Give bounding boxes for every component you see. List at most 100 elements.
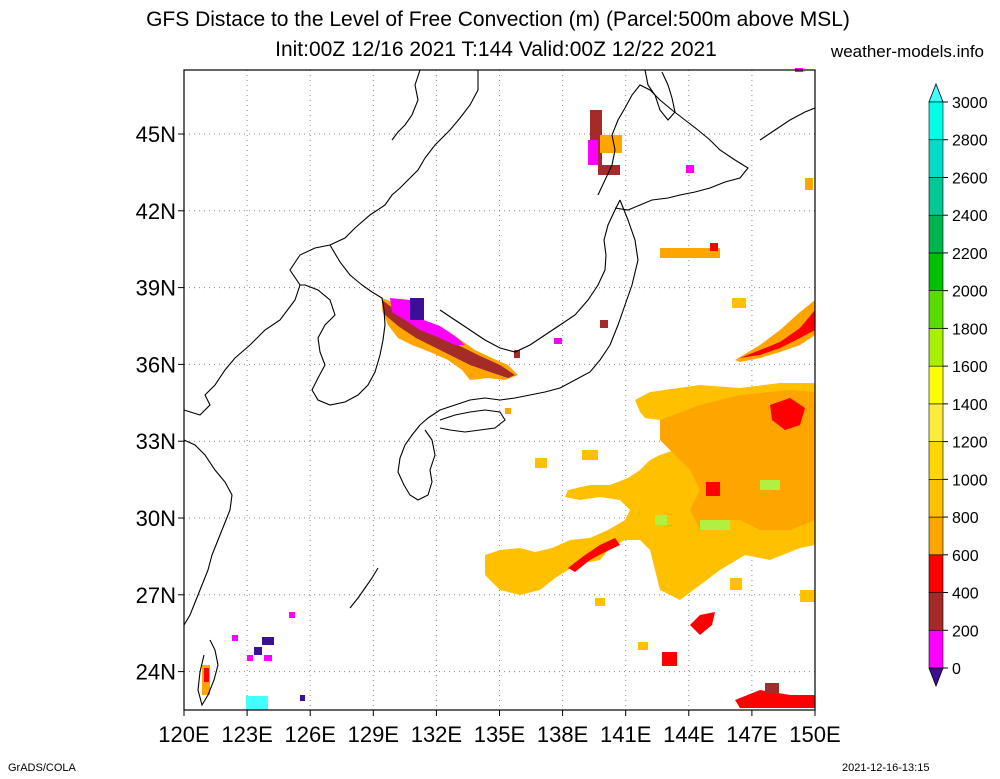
shade-scatter-14 — [600, 320, 608, 328]
shade-scatter-16 — [505, 408, 511, 414]
colorbar-segment — [928, 101, 944, 141]
shade-green-1 — [700, 520, 730, 530]
lat-tick-label: 24N — [136, 660, 176, 685]
colorbar-label: 800 — [952, 510, 979, 527]
lon-tick-label: 147E — [726, 722, 777, 747]
colorbar-segment — [928, 629, 944, 669]
lat-tick-label: 36N — [136, 352, 176, 377]
lon-tick-label: 150E — [789, 722, 840, 747]
colorbar-label: 2000 — [952, 284, 988, 301]
shade-magenta-scatter-4 — [232, 635, 238, 641]
shade-scatter-12 — [686, 165, 694, 173]
coastline-okinawa — [349, 567, 379, 609]
shade-purple-scatter-2 — [254, 647, 262, 655]
shade-ne-pacific-red — [740, 310, 815, 358]
colorbar-segment — [928, 592, 944, 631]
coastlines — [183, 69, 816, 707]
colorbar-label: 1600 — [952, 359, 988, 376]
shade-scatter-13 — [554, 338, 562, 344]
lfc-shading — [202, 68, 815, 710]
lon-tick-label: 138E — [537, 722, 588, 747]
colorbar-label: 2800 — [952, 133, 988, 150]
map-title: GFS Distace to the Level of Free Convect… — [146, 8, 850, 31]
colorbar-top-triangle — [928, 82, 944, 103]
shade-hokkaido-magenta — [588, 140, 598, 165]
shade-purple-patch — [410, 298, 424, 320]
shade-taiwan-red — [204, 668, 209, 682]
colorbar-bottom-triangle — [928, 667, 944, 688]
shade-scatter-10 — [638, 642, 648, 650]
coastline-amur — [391, 69, 421, 141]
shade-band-red — [382, 300, 515, 378]
colorbar-segment — [928, 252, 944, 291]
shade-scatter-15 — [514, 350, 520, 358]
shade-scatter-11 — [805, 178, 813, 190]
coastline-taiwan — [197, 639, 219, 707]
shade-scatter-9 — [582, 450, 598, 460]
colorbar-segment — [928, 479, 944, 518]
lat-tick-label: 39N — [136, 276, 176, 301]
colorbar-label: 600 — [952, 548, 979, 565]
shade-band-magenta — [390, 298, 465, 345]
shade-scatter-1 — [660, 248, 720, 258]
shade-scatter-2 — [710, 243, 718, 251]
coastline-kurils — [759, 107, 816, 141]
colorbar-label: 1000 — [952, 472, 988, 489]
latitude-labels: 24N 27N 30N 33N 36N 39N 42N 45N — [136, 122, 184, 685]
shade-purple-scatter-1 — [262, 637, 274, 645]
shade-scatter-5 — [800, 590, 815, 602]
coastline-shikoku — [439, 409, 506, 433]
colorbar-label: 2600 — [952, 170, 988, 187]
colorbar-label: 1800 — [952, 321, 988, 338]
lon-tick-label: 120E — [158, 722, 209, 747]
lon-tick-label: 126E — [285, 722, 336, 747]
coastline-honshu-north — [439, 199, 621, 353]
shade-green-2 — [760, 480, 780, 490]
colorbar-segment — [928, 554, 944, 593]
shade-hokkaido-strip-2 — [598, 165, 620, 175]
shade-red-streak — [568, 538, 620, 572]
map-area — [183, 68, 816, 711]
lon-tick-label: 129E — [348, 722, 399, 747]
shade-scatter-8 — [535, 458, 547, 468]
colorbar-segment — [928, 177, 944, 216]
shade-scatter-6 — [730, 578, 742, 590]
colorbar-label: 400 — [952, 586, 979, 603]
lon-tick-label: 141E — [600, 722, 651, 747]
lat-tick-label: 45N — [136, 122, 176, 147]
colorbar-segment — [928, 403, 944, 442]
lon-tick-label: 144E — [663, 722, 714, 747]
shade-scatter-4 — [662, 652, 677, 666]
longitude-labels: 120E 123E 126E 129E 132E 135E 138E 141E 144E 147E… — [158, 710, 841, 747]
shade-se-red — [690, 612, 715, 635]
shade-green-3 — [655, 515, 667, 525]
coastline-sakhalin — [644, 69, 676, 121]
lon-tick-label: 135E — [474, 722, 525, 747]
shade-se-brown — [765, 683, 779, 693]
footer-timestamp: 2021-12-16-13:15 — [842, 762, 930, 774]
shade-se-red-2 — [735, 690, 815, 708]
shade-region-east-2 — [660, 390, 815, 530]
lat-tick-label: 30N — [136, 506, 176, 531]
coastline-korea — [300, 244, 386, 406]
shade-magenta-scatter-1 — [247, 655, 253, 661]
colorbar-label: 1200 — [952, 435, 988, 452]
shade-red-blob-2 — [706, 482, 720, 496]
lon-tick-label: 132E — [411, 722, 462, 747]
lon-tick-label: 123E — [221, 722, 272, 747]
lat-tick-label: 42N — [136, 199, 176, 224]
colorbar-segment — [928, 139, 944, 178]
colorbar-segment — [928, 328, 944, 367]
coastline-kyushu — [397, 424, 436, 501]
shade-cyan-patch — [246, 696, 268, 710]
coastline-hokkaido — [597, 84, 749, 211]
lat-tick-label: 33N — [136, 429, 176, 454]
colorbar-segment — [928, 290, 944, 329]
colorbar-segment — [928, 365, 944, 405]
site-credit: weather-models.info — [830, 42, 984, 61]
colorbar-label: 200 — [952, 623, 979, 640]
lat-tick-label: 27N — [136, 583, 176, 608]
colorbar-label: 2200 — [952, 246, 988, 263]
shade-purple-scatter-3 — [300, 695, 305, 701]
shade-ne-pacific-band — [735, 300, 815, 362]
